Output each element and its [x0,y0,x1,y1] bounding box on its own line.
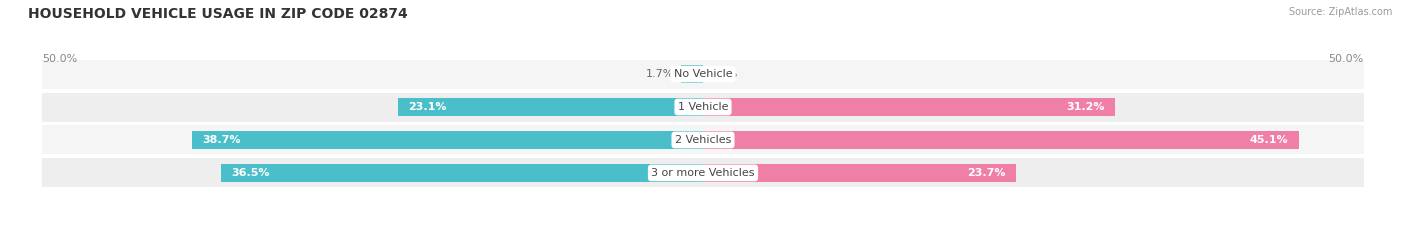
Text: Source: ZipAtlas.com: Source: ZipAtlas.com [1288,7,1392,17]
Bar [398,98,703,116]
Text: 1.7%: 1.7% [645,69,673,79]
Bar [42,93,1364,122]
Bar [42,158,1364,187]
Text: 45.1%: 45.1% [1250,135,1288,145]
Text: 1 Vehicle: 1 Vehicle [678,102,728,112]
Text: No Vehicle: No Vehicle [673,69,733,79]
Bar [703,131,1299,149]
Text: 50.0%: 50.0% [42,54,77,64]
Text: 31.2%: 31.2% [1066,102,1105,112]
Bar [703,164,1017,182]
Text: 2 Vehicles: 2 Vehicles [675,135,731,145]
Bar [191,131,703,149]
Text: 23.1%: 23.1% [408,102,447,112]
Bar [42,125,1364,154]
Text: 38.7%: 38.7% [202,135,240,145]
Text: 3 or more Vehicles: 3 or more Vehicles [651,168,755,178]
Bar [221,164,703,182]
Text: HOUSEHOLD VEHICLE USAGE IN ZIP CODE 02874: HOUSEHOLD VEHICLE USAGE IN ZIP CODE 0287… [28,7,408,21]
Text: 50.0%: 50.0% [1329,54,1364,64]
Text: 23.7%: 23.7% [967,168,1005,178]
Legend: Owner-occupied, Renter-occupied: Owner-occupied, Renter-occupied [588,230,818,233]
Bar [42,60,1364,89]
Bar [681,65,703,83]
Bar [703,98,1115,116]
Text: 0.0%: 0.0% [710,69,738,79]
Text: 36.5%: 36.5% [231,168,270,178]
